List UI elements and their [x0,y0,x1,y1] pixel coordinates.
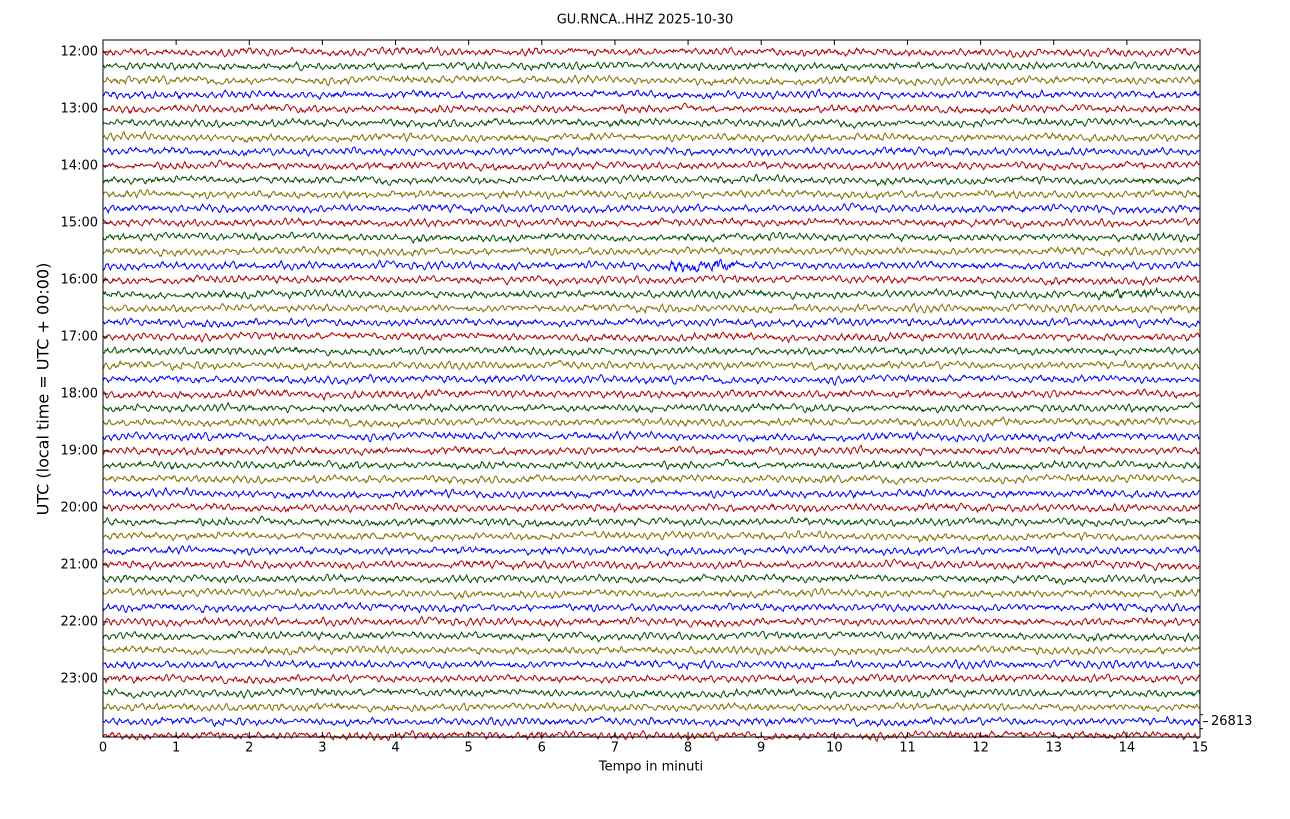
x-tick-label: 4 [391,741,399,756]
trace [102,259,1200,273]
x-tick-label: 10 [826,741,843,756]
trace [102,159,1200,172]
trace [102,530,1200,544]
trace [102,145,1200,158]
y-tick-label: 15:00 [61,215,98,230]
y-tick-label: 16:00 [61,272,98,287]
scale-label: 26813 [1211,714,1252,729]
trace [102,286,1200,301]
trace [102,388,1200,401]
trace [102,630,1200,643]
trace [102,88,1200,101]
trace [102,687,1200,700]
trace [102,45,1200,59]
trace [102,673,1200,685]
x-tick-label: 8 [684,741,692,756]
x-tick-label: 9 [757,741,765,756]
x-tick-label: 5 [465,741,473,756]
y-tick-label: 21:00 [61,557,98,572]
scale-bar [1199,714,1208,730]
trace [102,274,1200,287]
trace [102,245,1200,258]
trace [102,331,1200,344]
trace [102,217,1200,229]
x-tick-label: 7 [611,741,619,756]
trace [102,715,1200,728]
trace [102,601,1200,614]
trace [102,345,1200,357]
x-tick-label: 11 [899,741,916,756]
trace [102,701,1200,713]
x-tick-label: 13 [1045,741,1062,756]
trace [102,359,1200,372]
trace [102,117,1200,130]
trace [102,373,1200,386]
trace [102,401,1200,414]
x-tick-label: 6 [538,741,546,756]
trace [102,173,1200,188]
traces [102,45,1200,743]
x-tick-label: 0 [99,741,107,756]
trace [102,573,1200,585]
trace [102,317,1200,329]
trace [102,644,1200,657]
y-axis-label: UTC (local time = UTC + 00:00) [34,263,53,516]
x-tick-label: 12 [972,741,989,756]
x-tick-label: 1 [172,741,180,756]
trace [102,729,1200,743]
trace [102,473,1200,486]
x-tick-label: 3 [318,741,326,756]
y-tick-label: 19:00 [61,443,98,458]
trace [102,558,1200,571]
trace [102,615,1200,628]
trace [102,202,1200,215]
trace [102,130,1200,144]
trace [102,544,1200,557]
trace [102,587,1200,601]
trace [102,502,1200,514]
y-tick-label: 13:00 [61,101,98,116]
trace [102,659,1200,671]
x-tick-label: 15 [1192,741,1209,756]
trace [102,458,1200,471]
y-tick-label: 14:00 [61,158,98,173]
x-tick-label: 2 [245,741,253,756]
x-axis-label: Tempo in minuti [598,760,703,775]
trace [102,302,1200,315]
trace [102,74,1200,87]
y-tick-label: 23:00 [61,671,98,686]
trace [102,430,1200,443]
y-tick-label: 17:00 [61,329,98,344]
trace [102,444,1200,457]
y-tick-label: 18:00 [61,386,98,401]
x-tick-label: 14 [1119,741,1136,756]
y-tick-label: 12:00 [61,44,98,59]
y-tick-label: 22:00 [61,614,98,629]
trace [102,188,1200,201]
trace [102,486,1200,500]
trace [102,515,1200,528]
y-tick-label: 20:00 [61,500,98,515]
trace [102,231,1200,244]
chart-title: GU.RNCA..HHZ 2025-10-30 [557,13,734,28]
trace [102,60,1200,73]
trace [102,102,1200,115]
plot-frame [102,39,1201,738]
trace [102,416,1200,429]
